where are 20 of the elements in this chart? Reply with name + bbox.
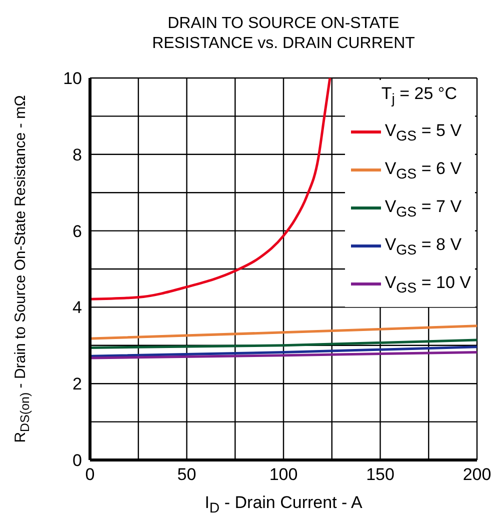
y-tick-label: 6 [72,222,82,241]
legend-label: V$_{GS}$ = 10 V [384,272,471,296]
x-tick-label: 200 [462,465,492,484]
x-tick-label: 100 [269,465,298,484]
legend-label: V$_{GS}$ = 7 V [384,196,462,220]
y-tick-label: 10 [63,69,82,88]
x-tick-label: 150 [366,465,394,484]
x-axis-title: I$_{D}$ - Drain Current - A [204,493,362,516]
x-tick-label: 0 [85,465,95,484]
y-tick-label: 0 [72,451,82,470]
legend-label: V$_{GS}$ = 5 V [384,120,462,144]
y-tick-label: 4 [72,298,82,318]
y-tick-label: 8 [72,145,82,164]
legend-label: V$_{GS}$ = 6 V [384,158,462,182]
x-tick-label: 50 [177,465,196,484]
y-tick-label: 2 [72,374,82,394]
legend-title: T$_{j}$ = 25 °C [381,84,457,108]
chart-title: DRAIN TO SOURCE ON-STATE RESISTANCE vs. DRAIN CURRENT [151,14,416,54]
legend-label: V$_{GS}$ = 8 V [384,234,462,258]
line-series [90,78,332,300]
